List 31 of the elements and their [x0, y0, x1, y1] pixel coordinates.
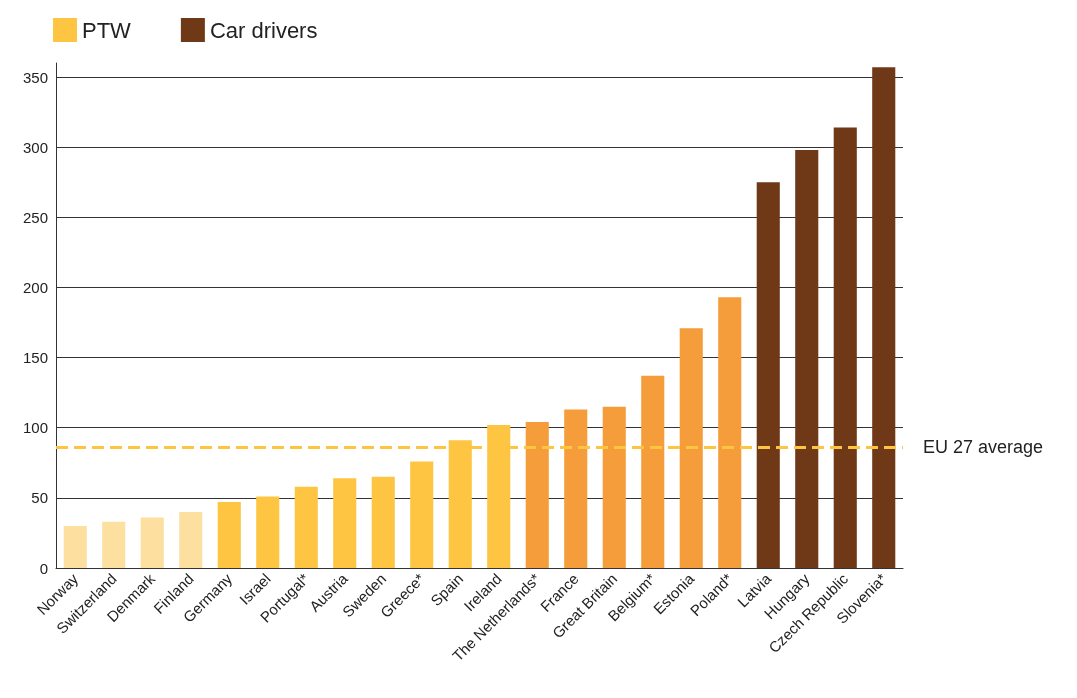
bar [217, 502, 241, 568]
bar [294, 486, 318, 568]
bar [371, 476, 395, 568]
y-tick-label: 200 [22, 278, 48, 296]
bar [679, 328, 703, 568]
bar [63, 525, 87, 568]
bar [102, 521, 126, 568]
bar [833, 127, 857, 568]
bar [718, 297, 742, 568]
y-tick-label: 50 [31, 489, 48, 507]
bar [564, 409, 588, 568]
ref-line-label: EU 27 average [923, 437, 1044, 458]
bar [410, 461, 434, 568]
bar [641, 375, 665, 568]
bar [525, 422, 549, 568]
legend-label: PTW [82, 17, 132, 43]
y-tick-label: 350 [22, 68, 48, 86]
bar [256, 496, 280, 568]
legend-label: Car drivers [209, 17, 318, 43]
y-tick-label: 300 [22, 138, 48, 156]
bar [333, 478, 357, 568]
bar [140, 517, 164, 568]
bar [179, 511, 203, 568]
y-tick-label: 250 [22, 208, 48, 226]
y-tick-label: 0 [39, 559, 48, 577]
bar [602, 406, 626, 568]
bar [872, 67, 896, 568]
y-tick-label: 150 [22, 349, 48, 367]
bar [756, 182, 780, 568]
bar [795, 149, 819, 568]
y-tick-label: 100 [22, 419, 48, 437]
